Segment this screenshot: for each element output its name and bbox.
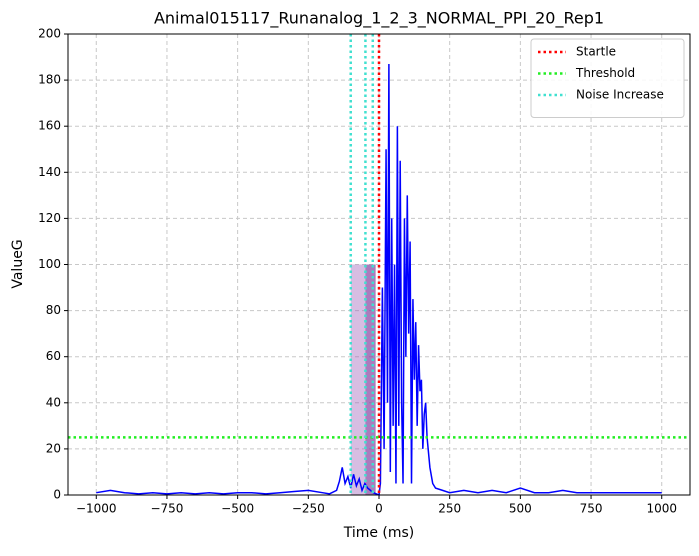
y-tick-label: 60	[46, 349, 61, 363]
legend-label: Startle	[576, 45, 616, 59]
y-tick-label: 80	[46, 303, 61, 317]
y-tick-label: 20	[46, 441, 61, 455]
y-tick-label: 140	[38, 165, 61, 179]
x-axis-label: Time (ms)	[343, 525, 415, 541]
x-tick-label: −1000	[76, 502, 117, 516]
x-tick-label: −750	[150, 502, 183, 516]
y-tick-label: 160	[38, 119, 61, 133]
y-tick-label: 200	[38, 27, 61, 41]
chart-title: Animal015117_Runanalog_1_2_3_NORMAL_PPI_…	[154, 9, 604, 29]
x-tick-label: 500	[509, 502, 532, 516]
y-tick-label: 40	[46, 395, 61, 409]
y-tick-label: 180	[38, 73, 61, 87]
x-tick-label: −250	[292, 502, 325, 516]
legend-label: Threshold	[575, 66, 635, 80]
shaded-span	[365, 264, 376, 495]
legend-box	[530, 38, 685, 118]
x-tick-label: −500	[221, 502, 254, 516]
plot-frame	[67, 33, 691, 496]
signal-line	[96, 63, 662, 497]
y-tick-label: 0	[53, 488, 61, 502]
y-axis-label: ValueG	[10, 239, 26, 288]
x-tick-label: 1000	[646, 502, 677, 516]
y-tick-label: 120	[38, 211, 61, 225]
y-tick-label: 100	[38, 257, 61, 271]
x-tick-label: 750	[580, 502, 603, 516]
x-tick-label: 250	[438, 502, 461, 516]
legend-label: Noise Increase	[576, 88, 664, 102]
x-tick-label: 0	[375, 502, 383, 516]
